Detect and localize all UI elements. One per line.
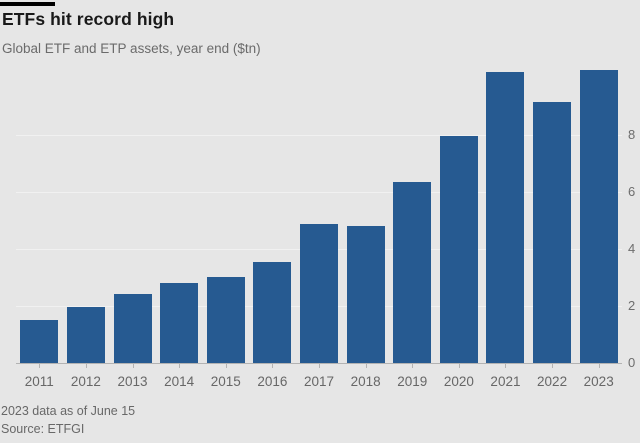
plot-area <box>16 66 622 363</box>
gridline-8 <box>16 134 622 136</box>
chart-source: Source: ETFGI <box>1 422 85 436</box>
bar-2017 <box>300 224 338 363</box>
x-tick-2018 <box>366 364 367 368</box>
x-tick-2020 <box>459 364 460 368</box>
chart-title: ETFs hit record high <box>2 9 175 29</box>
x-axis-label-2015: 2015 <box>210 374 241 389</box>
y-axis-label-4: 4 <box>628 240 636 256</box>
bar-2013 <box>113 294 152 363</box>
x-tick-2012 <box>86 364 87 368</box>
x-axis-label-2017: 2017 <box>303 374 335 389</box>
x-tick-2022 <box>552 364 553 368</box>
bar-2018 <box>346 226 385 363</box>
top-rule <box>0 2 55 6</box>
bar-2015 <box>206 277 245 363</box>
y-axis-label-8: 8 <box>628 126 636 142</box>
bar-2023 <box>579 70 618 363</box>
bar-2012 <box>66 307 105 363</box>
x-tick-2017 <box>319 364 320 368</box>
x-axis-label-2018: 2018 <box>350 374 381 389</box>
bar-2014 <box>160 283 199 363</box>
y-axis-label-2: 2 <box>628 298 636 314</box>
x-axis-label-2011: 2011 <box>24 374 54 389</box>
x-axis-label-2016: 2016 <box>257 374 288 389</box>
bar-2020 <box>439 136 478 363</box>
x-axis-label-2022: 2022 <box>537 374 568 389</box>
x-tick-2013 <box>133 364 134 368</box>
x-tick-2021 <box>505 364 506 368</box>
x-axis-line <box>16 363 622 364</box>
bar-2016 <box>253 262 292 363</box>
x-tick-2023 <box>599 364 600 368</box>
bar-2022 <box>533 102 572 363</box>
x-axis-label-2023: 2023 <box>583 374 614 389</box>
chart-subtitle: Global ETF and ETP assets, year end ($tn… <box>2 41 261 56</box>
x-tick-2014 <box>179 364 180 368</box>
x-tick-2019 <box>412 364 413 368</box>
x-tick-2011 <box>39 364 40 368</box>
x-tick-2015 <box>226 364 227 368</box>
bar-2011 <box>20 320 59 363</box>
bar-2021 <box>486 72 525 363</box>
x-axis-label-2014: 2014 <box>164 374 195 389</box>
x-axis-label-2019: 2019 <box>397 374 428 389</box>
y-axis-label-6: 6 <box>628 183 636 199</box>
x-axis-label-2021: 2021 <box>490 374 521 389</box>
bar-2019 <box>393 182 432 363</box>
y-axis-label-0: 0 <box>628 355 636 371</box>
x-axis-label-2012: 2012 <box>70 374 101 389</box>
x-axis-label-2020: 2020 <box>443 374 474 389</box>
chart-footnote: 2023 data as of June 15 <box>1 404 136 418</box>
x-tick-2016 <box>272 364 273 368</box>
x-axis-label-2013: 2013 <box>117 374 148 389</box>
gridline-6 <box>16 191 622 193</box>
